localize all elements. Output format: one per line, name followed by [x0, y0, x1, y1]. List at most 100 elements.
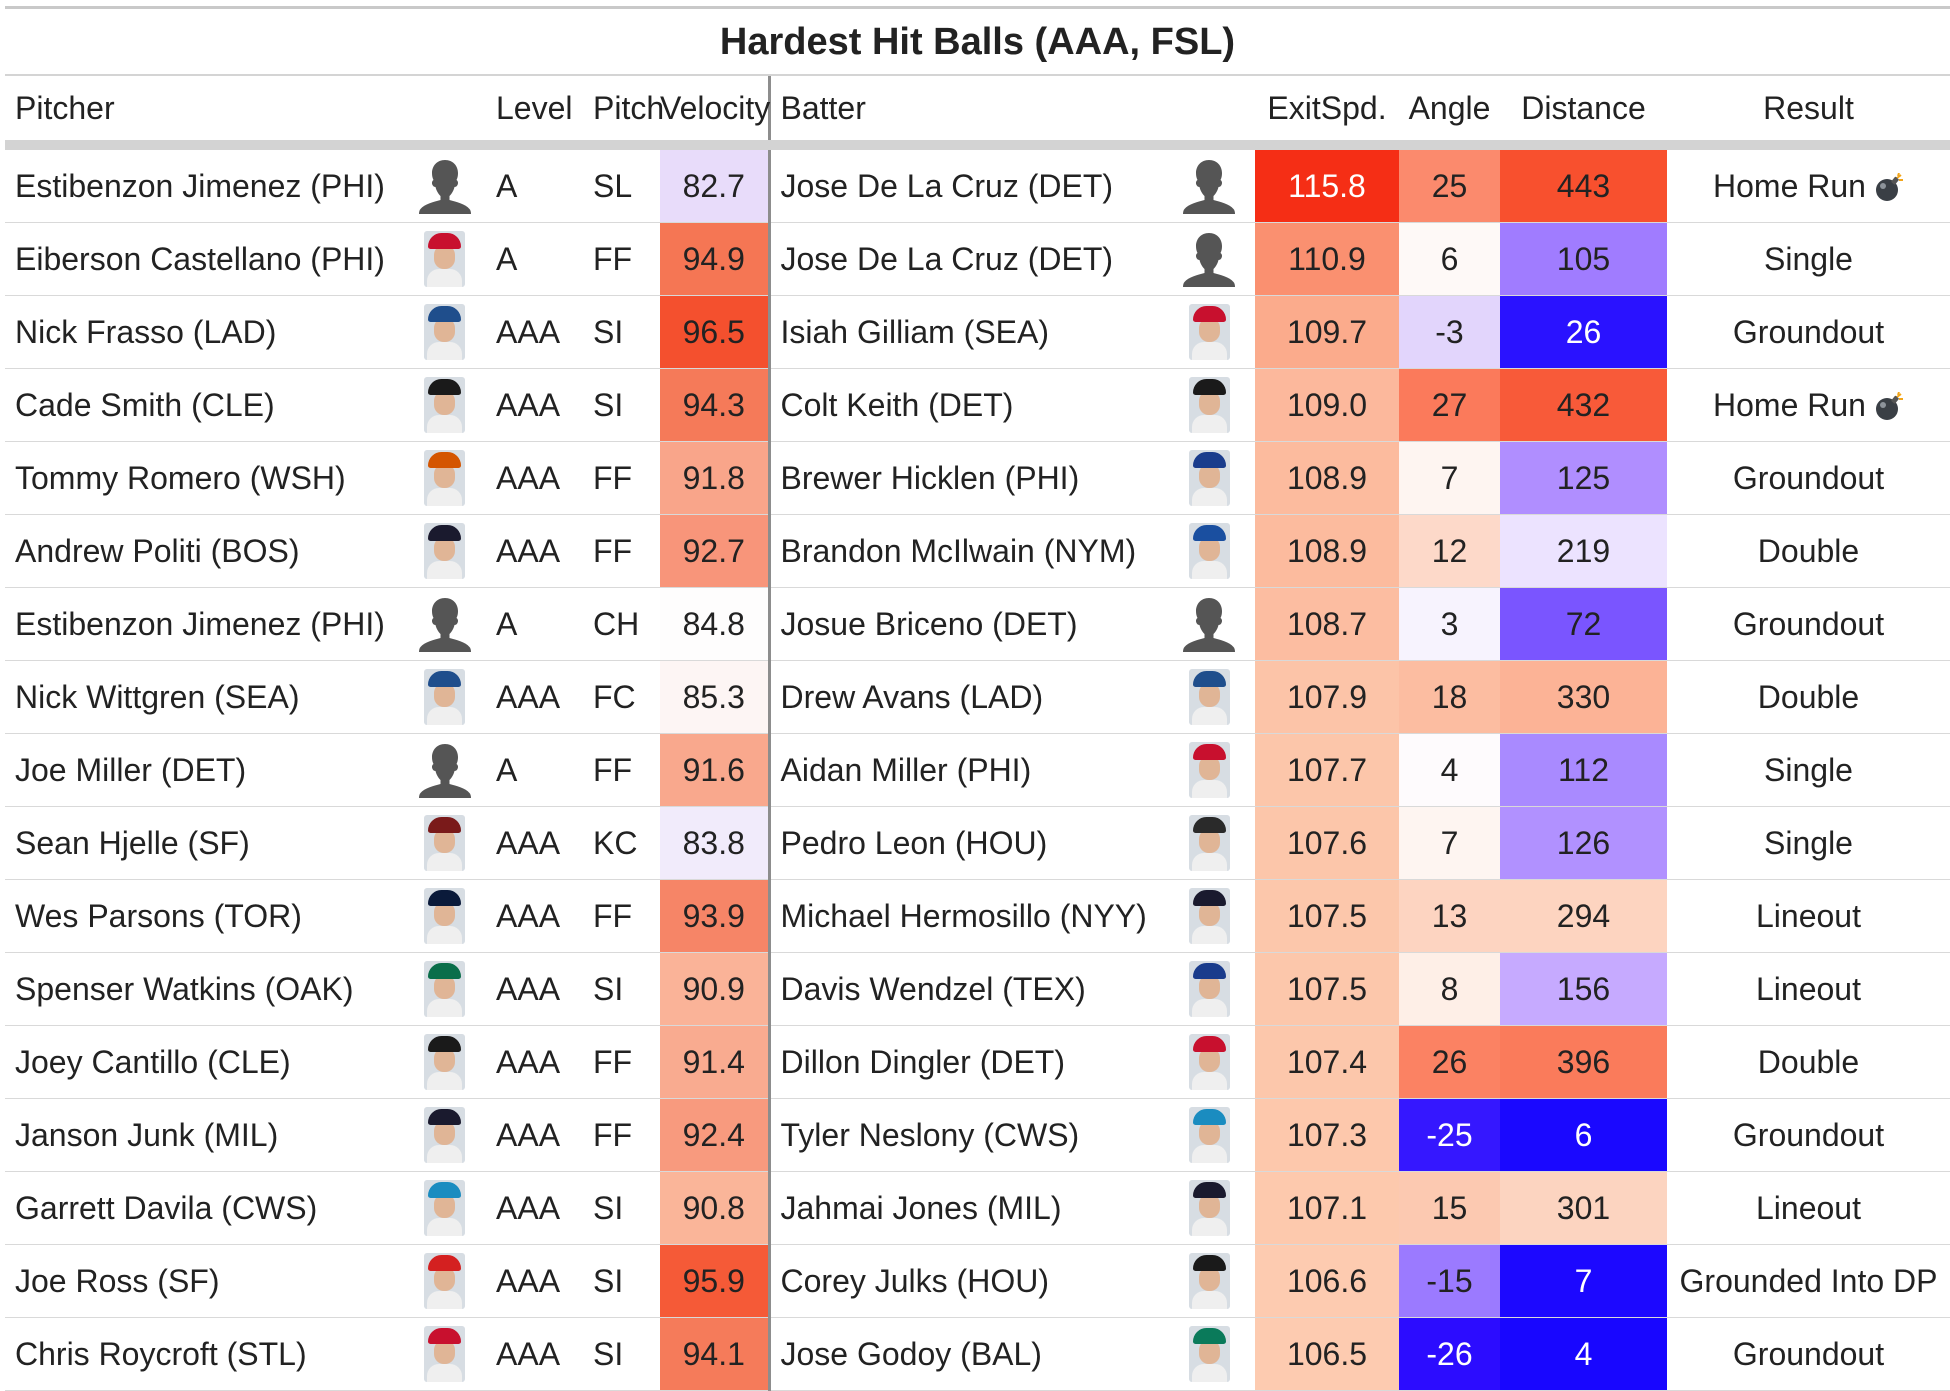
- velocity-cell: 94.3: [660, 368, 771, 442]
- bomb-icon: [1875, 392, 1903, 421]
- batter-photo: [1163, 806, 1255, 880]
- distance-cell: 219: [1500, 514, 1667, 588]
- batter-name[interactable]: Michael Hermosillo (NYY): [769, 879, 1163, 953]
- level-cell: AAA: [486, 514, 583, 588]
- distance-cell: 6: [1500, 1098, 1667, 1172]
- level-cell: AAA: [486, 660, 583, 734]
- velocity-header[interactable]: Velocity: [660, 76, 771, 145]
- result-cell: Double: [1667, 1025, 1950, 1099]
- table-row[interactable]: Joey Cantillo (CLE) AAA FF 91.4 Dillon Dingl…: [5, 1025, 1950, 1099]
- table-row[interactable]: Joe Ross (SF) AAA SI 95.9 Corey Julks (HOU) 1…: [5, 1244, 1950, 1318]
- distance-cell: 156: [1500, 952, 1667, 1026]
- distance-cell: 125: [1500, 441, 1667, 515]
- pitcher-name[interactable]: Wes Parsons (TOR): [5, 879, 403, 953]
- velocity-cell: 91.8: [660, 441, 771, 515]
- exit-speed-cell: 107.5: [1255, 952, 1399, 1026]
- pitcher-photo-header: [403, 76, 486, 145]
- pitcher-name[interactable]: Eiberson Castellano (PHI): [5, 222, 403, 296]
- angle-cell: -3: [1399, 295, 1500, 369]
- batter-name[interactable]: Aidan Miller (PHI): [769, 733, 1163, 807]
- pitcher-name[interactable]: Chris Roycroft (STL): [5, 1317, 403, 1391]
- pitch-header[interactable]: Pitch: [593, 89, 665, 126]
- exit-speed-cell: 107.7: [1255, 733, 1399, 807]
- result-cell: Grounded Into DP: [1667, 1244, 1950, 1318]
- pitcher-photo: [403, 1244, 486, 1318]
- player-headshot-icon: [424, 1180, 465, 1236]
- angle-cell: 6: [1399, 222, 1500, 296]
- level-header[interactable]: Level: [496, 89, 573, 126]
- table-row[interactable]: Cade Smith (CLE) AAA SI 94.3 Colt Keith (DET…: [5, 368, 1950, 442]
- result-text: Groundout: [1732, 1116, 1885, 1153]
- pitcher-name[interactable]: Nick Wittgren (SEA): [5, 660, 403, 734]
- table-row[interactable]: Estibenzon Jimenez (PHI) A SL 82.7 Jose De L…: [5, 145, 1950, 223]
- pitcher-name[interactable]: Andrew Politi (BOS): [5, 514, 403, 588]
- table-row[interactable]: Andrew Politi (BOS) AAA FF 92.7 Brandon McIl…: [5, 514, 1950, 588]
- table-row[interactable]: Joe Miller (DET) A FF 91.6 Aidan Miller (PHI…: [5, 733, 1950, 807]
- batter-name[interactable]: Josue Briceno (DET): [769, 587, 1163, 661]
- exit-speed-header[interactable]: ExitSpd.: [1267, 89, 1387, 126]
- batter-name[interactable]: Davis Wendzel (TEX): [769, 952, 1163, 1026]
- pitcher-header[interactable]: Pitcher: [15, 89, 115, 126]
- batter-name[interactable]: Jose De La Cruz (DET): [769, 145, 1163, 223]
- table-row[interactable]: Spenser Watkins (OAK) AAA SI 90.9 Davis Wend…: [5, 952, 1950, 1026]
- batter-name[interactable]: Dillon Dingler (DET): [769, 1025, 1163, 1099]
- batter-name[interactable]: Tyler Neslony (CWS): [769, 1098, 1163, 1172]
- result-text: Groundout: [1732, 1335, 1885, 1372]
- table-row[interactable]: Nick Frasso (LAD) AAA SI 96.5 Isiah Gilliam …: [5, 295, 1950, 369]
- table-row[interactable]: Tommy Romero (WSH) AAA FF 91.8 Brewer Hickle…: [5, 441, 1950, 515]
- bomb-icon: [1875, 173, 1903, 202]
- result-cell: Single: [1667, 222, 1950, 296]
- batter-photo: [1163, 952, 1255, 1026]
- table-row[interactable]: Eiberson Castellano (PHI) A FF 94.9 Jose De …: [5, 222, 1950, 296]
- level-cell: AAA: [486, 806, 583, 880]
- pitcher-name[interactable]: Janson Junk (MIL): [5, 1098, 403, 1172]
- distance-header[interactable]: Distance: [1521, 89, 1646, 126]
- batter-name[interactable]: Brewer Hicklen (PHI): [769, 441, 1163, 515]
- pitcher-name[interactable]: Cade Smith (CLE): [5, 368, 403, 442]
- player-headshot-icon: [424, 1326, 465, 1382]
- batter-name[interactable]: Isiah Gilliam (SEA): [769, 295, 1163, 369]
- batter-name[interactable]: Pedro Leon (HOU): [769, 806, 1163, 880]
- angle-header[interactable]: Angle: [1408, 89, 1491, 126]
- exit-speed-cell: 108.9: [1255, 441, 1399, 515]
- batter-name[interactable]: Colt Keith (DET): [769, 368, 1163, 442]
- player-headshot-icon: [424, 815, 465, 871]
- player-headshot-icon: [1188, 1180, 1230, 1236]
- pitcher-name[interactable]: Estibenzon Jimenez (PHI): [5, 145, 403, 223]
- player-headshot-icon: [1188, 815, 1230, 871]
- table-row[interactable]: Janson Junk (MIL) AAA FF 92.4 Tyler Neslony …: [5, 1098, 1950, 1172]
- pitcher-name[interactable]: Garrett Davila (CWS): [5, 1171, 403, 1245]
- level-cell: A: [486, 222, 583, 296]
- batter-name[interactable]: Brandon McIlwain (NYM): [769, 514, 1163, 588]
- batter-name[interactable]: Jose De La Cruz (DET): [769, 222, 1163, 296]
- table-row[interactable]: Garrett Davila (CWS) AAA SI 90.8 Jahmai Jone…: [5, 1171, 1950, 1245]
- pitcher-name[interactable]: Estibenzon Jimenez (PHI): [5, 587, 403, 661]
- pitch-type-cell: SL: [583, 145, 660, 223]
- pitcher-name[interactable]: Tommy Romero (WSH): [5, 441, 403, 515]
- pitcher-name[interactable]: Sean Hjelle (SF): [5, 806, 403, 880]
- table-row[interactable]: Estibenzon Jimenez (PHI) A CH 84.8 Josue Bri…: [5, 587, 1950, 661]
- batter-header[interactable]: Batter: [780, 89, 866, 126]
- table-row[interactable]: Sean Hjelle (SF) AAA KC 83.8 Pedro Leon (HOU…: [5, 806, 1950, 880]
- table-row[interactable]: Chris Roycroft (STL) AAA SI 94.1 Jose Godoy …: [5, 1317, 1950, 1391]
- pitcher-name[interactable]: Spenser Watkins (OAK): [5, 952, 403, 1026]
- pitcher-name[interactable]: Joe Miller (DET): [5, 733, 403, 807]
- batter-name[interactable]: Jahmai Jones (MIL): [769, 1171, 1163, 1245]
- table-row[interactable]: Nick Wittgren (SEA) AAA FC 85.3 Drew Avans (…: [5, 660, 1950, 734]
- result-cell: Double: [1667, 514, 1950, 588]
- pitch-type-cell: SI: [583, 1244, 660, 1318]
- velocity-cell: 96.5: [660, 295, 771, 369]
- batter-name[interactable]: Corey Julks (HOU): [769, 1244, 1163, 1318]
- pitcher-name[interactable]: Joey Cantillo (CLE): [5, 1025, 403, 1099]
- result-text: Groundout: [1732, 605, 1885, 642]
- pitcher-name[interactable]: Joe Ross (SF): [5, 1244, 403, 1318]
- batter-name[interactable]: Drew Avans (LAD): [769, 660, 1163, 734]
- player-headshot-icon: [1188, 450, 1230, 506]
- batter-name[interactable]: Jose Godoy (BAL): [769, 1317, 1163, 1391]
- angle-cell: 18: [1399, 660, 1500, 734]
- distance-cell: 432: [1500, 368, 1667, 442]
- table-row[interactable]: Wes Parsons (TOR) AAA FF 93.9 Michael Hermos…: [5, 879, 1950, 953]
- result-header[interactable]: Result: [1763, 89, 1854, 126]
- result-cell: Single: [1667, 806, 1950, 880]
- pitcher-name[interactable]: Nick Frasso (LAD): [5, 295, 403, 369]
